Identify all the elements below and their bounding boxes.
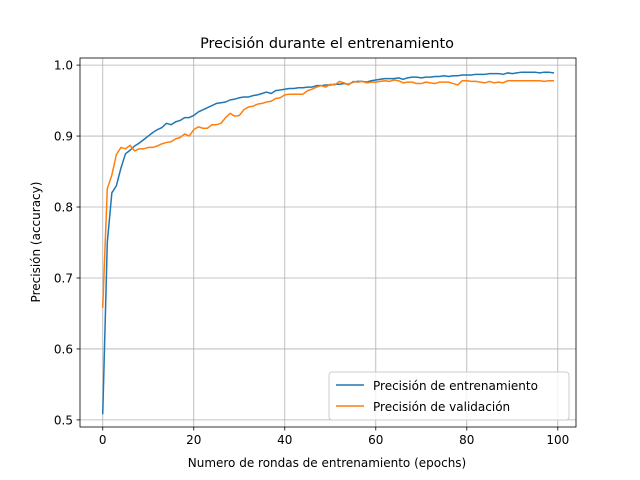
y-axis-label: Precisión (accuracy) (29, 182, 43, 303)
chart-title: Precisión durante el entrenamiento (200, 36, 454, 52)
x-axis-label: Numero de rondas de entrenamiento (epoch… (188, 456, 467, 470)
y-tick-label: 0.8 (54, 201, 73, 215)
y-tick-label: 0.7 (54, 271, 73, 285)
y-tick-label: 0.5 (54, 413, 73, 427)
x-tick-label: 80 (459, 433, 474, 447)
legend-label-val: Precisión de validación (373, 400, 510, 414)
y-tick-label: 1.0 (54, 59, 73, 73)
y-tick-label: 0.6 (54, 342, 73, 356)
series-line-val (101, 79, 554, 308)
tick-layer: 0 20 40 60 80 100 0.5 0.6 0.7 0.8 0.9 1.0 (54, 59, 569, 447)
x-tick-label: 40 (277, 433, 292, 447)
x-tick-label: 100 (546, 433, 569, 447)
x-tick-label: 60 (368, 433, 383, 447)
legend-label-train: Precisión de entrenamiento (373, 379, 538, 393)
grid-layer (80, 58, 576, 427)
legend: Precisión de entrenamiento Precisión de … (328, 371, 570, 421)
legend-box (328, 371, 570, 421)
y-tick-label: 0.9 (54, 130, 73, 144)
x-tick-label: 20 (186, 433, 201, 447)
x-tick-label: 0 (99, 433, 107, 447)
series-layer (101, 71, 555, 415)
plot-frame (79, 57, 577, 428)
